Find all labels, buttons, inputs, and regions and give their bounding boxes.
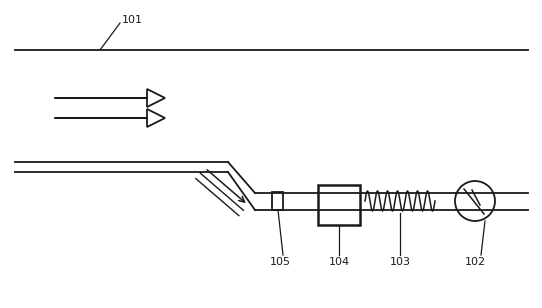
Text: 101: 101 [122, 15, 143, 25]
Circle shape [455, 181, 495, 221]
Bar [273, 192, 283, 210]
Text: 102: 102 [464, 257, 486, 267]
Text: 104: 104 [328, 257, 350, 267]
Text: 105: 105 [269, 257, 291, 267]
Bar [318, 185, 360, 225]
FancyArrow shape [55, 89, 165, 107]
Text: 103: 103 [390, 257, 410, 267]
FancyArrow shape [55, 109, 165, 127]
